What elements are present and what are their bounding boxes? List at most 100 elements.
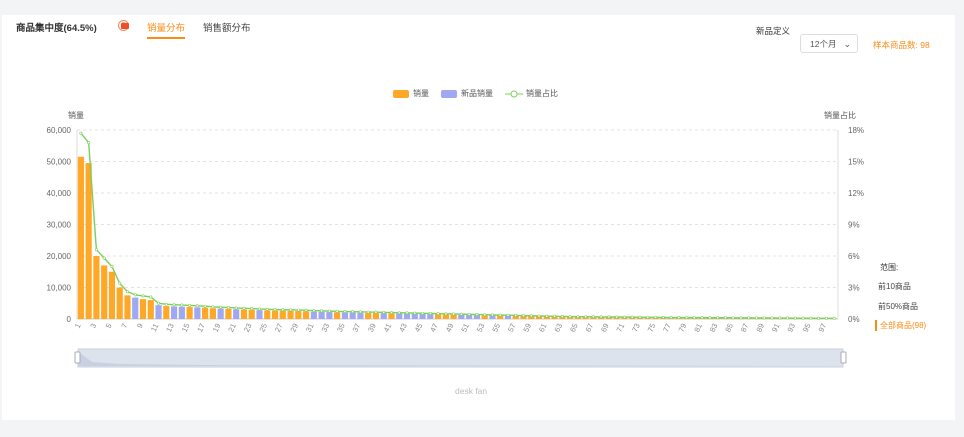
- share-point: [436, 312, 440, 316]
- share-point: [257, 307, 261, 311]
- x-tick-label: 57: [506, 322, 518, 333]
- bar-new-sales: [489, 315, 496, 319]
- y-tick-label: 0: [67, 315, 72, 324]
- range-all[interactable]: 全部商品(98): [875, 320, 926, 331]
- share-point: [273, 308, 277, 312]
- bar-sales: [528, 316, 535, 319]
- legend-sales[interactable]: 销量: [393, 88, 429, 99]
- x-tick-label: 81: [692, 322, 704, 333]
- sample-count: 样本商品数: 98: [873, 40, 930, 50]
- x-tick-label: 29: [288, 322, 300, 333]
- x-tick-label: 97: [816, 322, 828, 333]
- bar-new-sales: [233, 309, 240, 319]
- video-icon[interactable]: [121, 23, 129, 29]
- bar-sales: [163, 306, 170, 319]
- share-point: [195, 304, 199, 308]
- new-def-label: 新品定义: [756, 26, 791, 36]
- share-point: [731, 316, 735, 320]
- tab-revenue-distribution[interactable]: 销售额分布: [203, 23, 251, 34]
- share-point: [366, 310, 370, 314]
- share-point: [754, 316, 758, 320]
- share-point: [397, 311, 401, 315]
- share-point: [250, 307, 254, 311]
- x-tick-label: 17: [195, 322, 207, 333]
- share-point: [584, 315, 588, 319]
- share-point: [599, 315, 603, 319]
- share-point: [700, 316, 704, 320]
- x-tick-label: 77: [661, 322, 673, 333]
- share-point: [522, 314, 526, 318]
- zoom-slider-preview[interactable]: [78, 352, 843, 366]
- share-point: [669, 316, 673, 320]
- range-top50pct[interactable]: 前50%商品: [878, 302, 919, 311]
- x-tick-label: 73: [630, 322, 642, 333]
- y-axis-title: 销量: [68, 111, 84, 120]
- x-tick-label: 5: [104, 322, 114, 330]
- bar-sales: [240, 309, 248, 319]
- bar-new-sales: [178, 306, 185, 319]
- share-point: [568, 315, 572, 319]
- share-point: [786, 316, 790, 320]
- bar-sales: [124, 295, 131, 319]
- x-tick-label: 69: [599, 322, 611, 333]
- x-tick-label: 25: [257, 322, 269, 333]
- share-point: [560, 314, 564, 318]
- share-point: [716, 316, 720, 320]
- x-tick-label: 51: [459, 322, 471, 333]
- bar-new-sales: [357, 312, 364, 319]
- x-tick-label: 39: [366, 322, 378, 333]
- share-point: [281, 308, 285, 312]
- share-point: [234, 306, 238, 310]
- share-point: [188, 303, 192, 307]
- share-point: [87, 141, 91, 145]
- share-point: [157, 301, 161, 305]
- share-point: [141, 294, 145, 298]
- bar-new-sales: [458, 314, 465, 319]
- x-tick-label: 1: [73, 322, 83, 330]
- share-point: [817, 316, 821, 320]
- share-point: [723, 316, 727, 320]
- share-point: [149, 295, 153, 299]
- chevron-down-icon: ⌄: [843, 39, 851, 49]
- x-tick-label: 85: [723, 322, 735, 333]
- share-point: [832, 316, 836, 320]
- bar-sales: [85, 163, 92, 319]
- bar-new-sales: [466, 314, 473, 319]
- tab-sales-distribution[interactable]: 销量分布: [147, 20, 186, 39]
- share-point: [327, 309, 331, 313]
- bar-new-sales: [349, 312, 356, 319]
- share-point: [498, 313, 502, 317]
- bar-sales: [372, 313, 380, 319]
- y-right-tick-label: 12%: [848, 189, 864, 198]
- share-point: [358, 310, 362, 314]
- share-point: [514, 313, 518, 317]
- legend-new-sales[interactable]: 新品销量: [441, 88, 493, 99]
- share-point: [428, 311, 432, 315]
- y-right-tick-label: 15%: [848, 158, 864, 167]
- x-tick-label: 65: [568, 322, 580, 333]
- share-point: [335, 309, 339, 313]
- bar-sales: [512, 315, 519, 319]
- y-tick-label: 60,000: [47, 126, 72, 135]
- bar-sales: [202, 307, 209, 319]
- range-title: 范围:: [880, 263, 899, 272]
- legend-share[interactable]: 销量占比: [505, 88, 558, 99]
- share-point: [94, 248, 98, 252]
- zoom-handle-left[interactable]: [74, 351, 81, 364]
- x-tick-label: 47: [428, 322, 440, 333]
- new-def-select[interactable]: 12个月 ⌄: [800, 34, 858, 53]
- share-line: [80, 132, 835, 319]
- bar-sales: [93, 256, 100, 319]
- bar-new-sales: [310, 311, 317, 319]
- share-point: [677, 316, 681, 320]
- zoom-handle-right[interactable]: [840, 351, 847, 364]
- share-point: [654, 315, 658, 319]
- x-tick-label: 87: [739, 322, 751, 333]
- zoom-slider[interactable]: [77, 348, 844, 368]
- y-right-tick-label: 6%: [848, 252, 860, 261]
- bar-sales: [108, 271, 116, 319]
- x-tick-label: 15: [180, 322, 192, 333]
- bar-new-sales: [318, 311, 325, 319]
- range-top10[interactable]: 前10商品: [878, 282, 911, 291]
- x-tick-label: 79: [677, 322, 689, 333]
